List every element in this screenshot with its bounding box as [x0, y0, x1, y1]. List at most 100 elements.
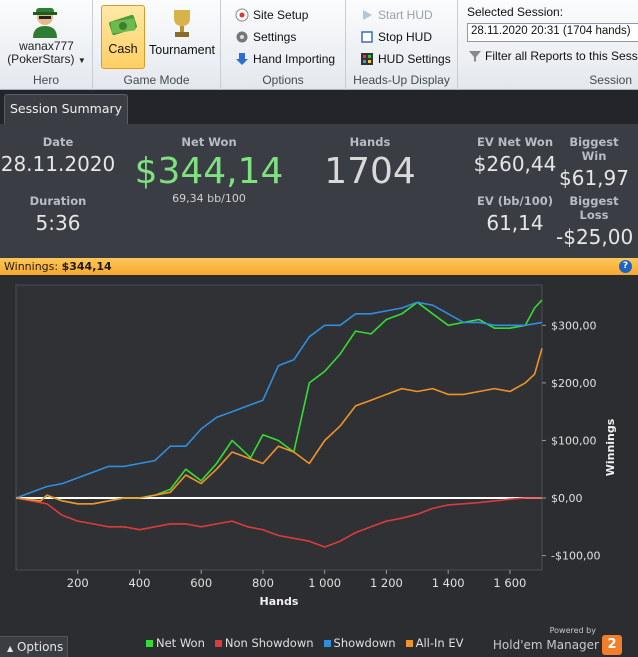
x-tick-label: 1 000 [308, 576, 341, 590]
stop-hud-button[interactable]: Stop HUD [360, 28, 432, 46]
legend-showdown[interactable]: Showdown [323, 636, 396, 650]
ev-bb-value: 61,14 [486, 211, 544, 235]
x-tick-label: 200 [67, 576, 89, 590]
brand-version-badge: 2 [602, 635, 622, 655]
brand-logo: Powered by Hold'em Manager 2 [493, 626, 622, 655]
tournament-button[interactable]: Tournament [149, 5, 215, 69]
options-group-label: Options [262, 73, 304, 87]
date-value: 28.11.2020 [0, 152, 116, 176]
date-stat: Date 28.11.2020 [0, 135, 116, 176]
duration-stat: Duration 5:36 [0, 194, 116, 235]
winnings-chart: 200 400 600 800 1 000 1 200 1 400 1 600 -$100,00… [0, 275, 638, 657]
filter-icon [469, 51, 481, 62]
duration-label: Duration [29, 194, 87, 208]
biggest-loss-label: Biggest Loss [569, 194, 619, 222]
filter-session-label: Filter all Reports to this Session [485, 49, 638, 63]
tab-bar: Session Summary [0, 90, 638, 124]
legend-non-showdown-label: Non Showdown [224, 636, 314, 650]
winnings-label: Winnings: [4, 260, 59, 273]
tab-session-summary[interactable]: Session Summary [4, 94, 128, 124]
dropdown-arrow-icon[interactable]: ▼ [77, 56, 86, 65]
tournament-label: Tournament [149, 43, 216, 57]
hero-group: wanax777 (PokerStars) ▼ Hero [0, 0, 93, 90]
game-mode-group-label: Game Mode [123, 73, 190, 87]
hero-group-label: Hero [32, 73, 59, 87]
ribbon-toolbar: wanax777 (PokerStars) ▼ Hero Cash Tourna… [0, 0, 638, 90]
plot-area [15, 284, 543, 571]
ev-net-won-value: $260,44 [473, 152, 557, 176]
date-label: Date [42, 135, 74, 149]
options-toggle-button[interactable]: ▲ Options [0, 636, 68, 657]
site-setup-icon [235, 8, 249, 22]
hand-importing-label: Hand Importing [253, 52, 336, 66]
powered-by-text: Powered by [549, 626, 596, 635]
cash-label: Cash [108, 42, 138, 56]
gear-icon [236, 31, 248, 43]
cash-icon [108, 14, 138, 36]
options-group: Site Setup Settings Hand Importing Optio… [221, 0, 346, 90]
legend-non-showdown[interactable]: Non Showdown [214, 636, 314, 650]
hands-stat: Hands 1704 [310, 135, 430, 192]
brand-name: Hold'em Manager [492, 638, 599, 652]
session-summary-panel: Date 28.11.2020 Duration 5:36 Net Won $3… [0, 124, 638, 258]
series-line-showdown [15, 301, 543, 499]
chevron-up-icon: ▲ [7, 644, 14, 653]
session-group: Selected Session: 28.11.2020 20:31 (1704… [458, 0, 638, 90]
hands-value: 1704 [324, 151, 416, 192]
x-tick-label: 1 200 [370, 576, 403, 590]
filter-session-button[interactable]: Filter all Reports to this Session [468, 49, 638, 63]
settings-button[interactable]: Settings [235, 28, 296, 46]
x-tick-label: 400 [128, 576, 150, 590]
legend-allin-ev-label: All-In EV [415, 636, 464, 650]
net-won-value: $344,14 [134, 151, 284, 192]
start-hud-button[interactable]: Start HUD [360, 6, 433, 24]
legend-allin-ev[interactable]: All-In EV [405, 636, 464, 650]
hud-settings-label: HUD Settings [378, 52, 451, 66]
chart-legend: Net Won Non Showdown Showdown All-In EV [146, 636, 463, 650]
ev-net-won-stat: EV Net Won $260,44 [470, 135, 560, 176]
series-line-all-in-ev [15, 348, 543, 505]
hud-settings-button[interactable]: HUD Settings [360, 50, 451, 68]
help-icon[interactable]: ? [619, 260, 632, 273]
stop-hud-label: Stop HUD [378, 30, 433, 44]
winnings-header: Winnings: $344,14 ? [0, 258, 638, 275]
x-tick-label: 600 [190, 576, 212, 590]
settings-label: Settings [253, 30, 297, 44]
winnings-value: $344,14 [61, 260, 112, 273]
ev-net-won-label: EV Net Won [476, 135, 554, 149]
winnings-chart-svg: 200 400 600 800 1 000 1 200 1 400 1 600 -$100,00… [15, 284, 617, 608]
start-hud-label: Start HUD [378, 8, 433, 22]
biggest-loss-stat: Biggest Loss -$25,00 [556, 194, 633, 249]
legend-showdown-swatch [323, 639, 331, 647]
legend-allin-ev-swatch [405, 639, 413, 647]
site-setup-button[interactable]: Site Setup [235, 6, 308, 24]
hud-group: Start HUD Stop HUD HUD Settings Heads-Up… [346, 0, 458, 90]
ev-bb-stat: EV (bb/100) 61,14 [470, 194, 560, 235]
stop-icon [361, 31, 373, 43]
y-tick-label: -$100,00 [551, 550, 600, 563]
legend-net-won[interactable]: Net Won [146, 636, 205, 650]
ev-bb-label: EV (bb/100) [477, 194, 553, 208]
legend-showdown-label: Showdown [333, 636, 396, 650]
y-tick-label: $100,00 [551, 434, 597, 447]
hero-site-text: (PokerStars) [7, 52, 75, 66]
biggest-win-label: Biggest Win [569, 135, 619, 163]
hands-label: Hands [349, 135, 391, 149]
y-tick-label: $300,00 [551, 319, 597, 332]
x-tick-label: 1 400 [432, 576, 465, 590]
session-group-label: Session [589, 73, 632, 87]
play-icon [363, 10, 372, 20]
hero-avatar-icon[interactable] [30, 6, 60, 38]
site-setup-label: Site Setup [253, 8, 309, 22]
series-line-non-showdown [15, 497, 542, 548]
x-tick-label: 1 600 [493, 576, 526, 590]
hand-importing-button[interactable]: Hand Importing [235, 50, 335, 68]
net-won-bb: 69,34 bb/100 [172, 192, 246, 205]
net-won-label: Net Won [181, 135, 237, 149]
hero-name[interactable]: wanax777 (PokerStars) ▼ [0, 40, 93, 67]
cash-button[interactable]: Cash [101, 5, 145, 69]
legend-non-showdown-swatch [214, 639, 222, 647]
options-toggle-label: Options [16, 640, 64, 654]
y-axis-label: Winnings [604, 418, 617, 476]
session-select[interactable]: 28.11.2020 20:31 (1704 hands) [467, 23, 638, 42]
